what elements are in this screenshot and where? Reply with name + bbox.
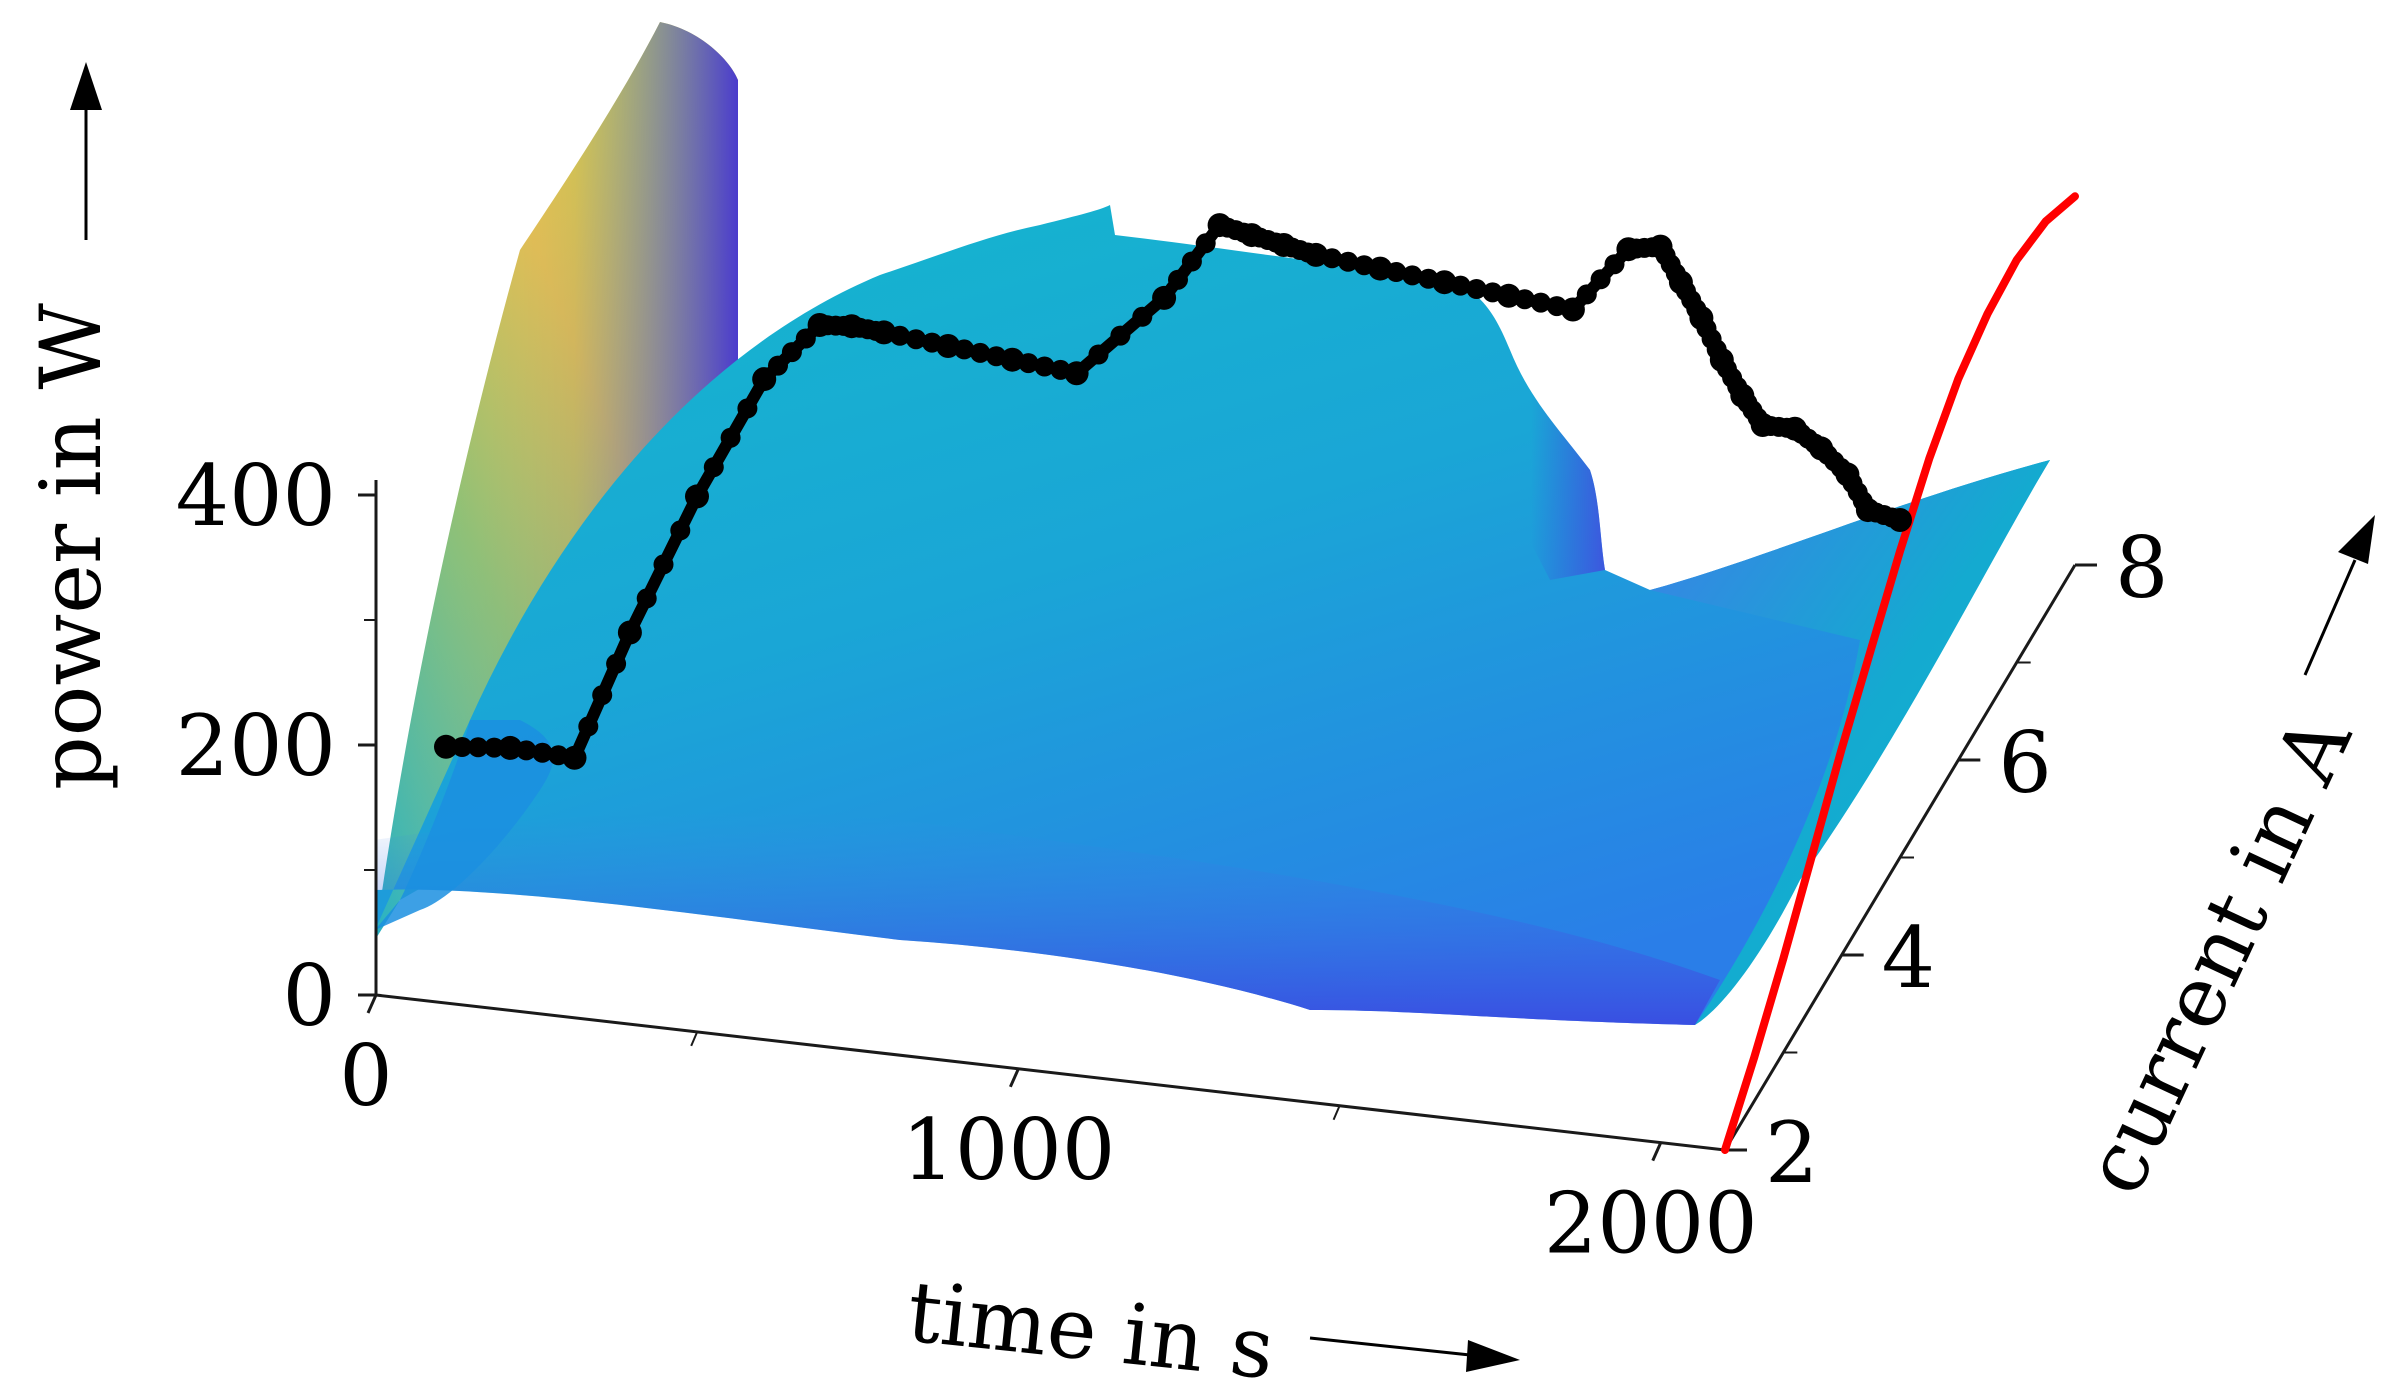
measured-power-point [970,342,991,363]
y-tick-label: 8 [2115,519,2168,617]
measured-power-point [452,737,473,757]
measured-power-point [1496,283,1521,308]
measured-power-point [592,685,613,706]
x-tick [1009,1068,1020,1088]
measured-power-point [1402,265,1423,286]
z-axis-arrow [70,62,102,240]
measured-power-point [1386,262,1407,282]
measured-power-point [1088,344,1109,365]
measured-power-point [1152,285,1177,310]
measured-power-point [781,342,802,363]
measured-power-point [578,716,599,737]
z-tick-label: 400 [176,447,336,545]
measured-power-point [1304,242,1328,267]
measured-power-point [1604,254,1625,275]
surface-main-shade [1420,275,1605,580]
surface-left-base [375,720,554,930]
y-tick-label: 4 [1882,909,1935,1007]
measured-power-point [1590,269,1611,290]
measured-power-point [617,620,642,645]
x-tick [1651,1142,1663,1162]
measured-power-point [1168,269,1188,290]
measured-power-point [871,320,896,345]
measured-power-point [468,737,489,758]
measured-power-point [954,339,975,360]
y-axis-arrow [2303,515,2375,676]
surface-right-lobe [1650,460,2050,1025]
measured-power-point [936,334,961,358]
measured-power-point [889,325,910,346]
x-minor-tick [1332,1105,1341,1121]
measured-power-point [653,554,674,575]
measured-power-point [1450,275,1471,296]
x-axis-line [375,993,1726,1152]
measured-power-point [516,740,537,761]
x-tick-label: 1000 [901,1101,1115,1199]
measured-power-point [685,484,709,509]
power-curve-line [1721,192,2079,1154]
measured-power-point [1195,233,1216,254]
measured-power-point [434,734,458,759]
measured-power-point [720,427,741,448]
measured-power-point [752,367,777,392]
measured-power-point [1530,292,1551,313]
measured-power-point [1322,248,1342,269]
surface-left-fold-shade [375,22,738,940]
measured-power-point [1368,256,1393,281]
y-tick-label: 6 [1998,714,2051,812]
series-layer [434,192,2079,1154]
measured-power-point [1466,279,1487,299]
measured-power-point [1432,270,1457,295]
x-tick [366,994,378,1014]
measured-power-point [1034,356,1055,377]
measured-power-point [1110,325,1131,346]
measured-power-point [670,520,691,541]
x-tick-label: 2000 [1544,1175,1758,1273]
measured-power-point [1560,297,1585,322]
measured-power-point [1000,347,1025,372]
measured-power-point [906,329,926,350]
x-minor-tick [690,1031,699,1047]
measured-power-point [1018,353,1039,374]
measured-power-point [1132,306,1153,327]
z-tick-label: 200 [176,697,336,795]
measured-power-point [606,653,627,674]
x-tick-label: 0 [339,1027,392,1125]
z-tick-label: 0 [283,947,336,1045]
measured-power-point [737,398,758,419]
measured-power-point [1338,251,1359,272]
measured-power-point [498,735,523,760]
measured-power-point [1181,251,1202,272]
measured-power-point [1576,284,1597,305]
surface-bottom-shade [375,811,1720,1025]
y-axis-label: current in A [2064,700,2371,1209]
measured-power-point [703,457,724,478]
y-tick-label: 2 [1765,1104,1818,1202]
measured-power-point [1888,508,1912,532]
measured-power-point [636,588,657,609]
measured-power-point [1514,289,1535,310]
measured-power-point [532,742,553,763]
power-surface [375,22,2050,1025]
measured-power-point [768,355,788,376]
measured-power-point [562,745,587,770]
x-axis-arrow [1309,1336,1520,1372]
x-axis-label: time in s [903,1262,1279,1386]
measured-power-point [795,328,816,349]
z-axis-label: power in W [22,303,120,790]
measured-power-point [1064,361,1089,386]
